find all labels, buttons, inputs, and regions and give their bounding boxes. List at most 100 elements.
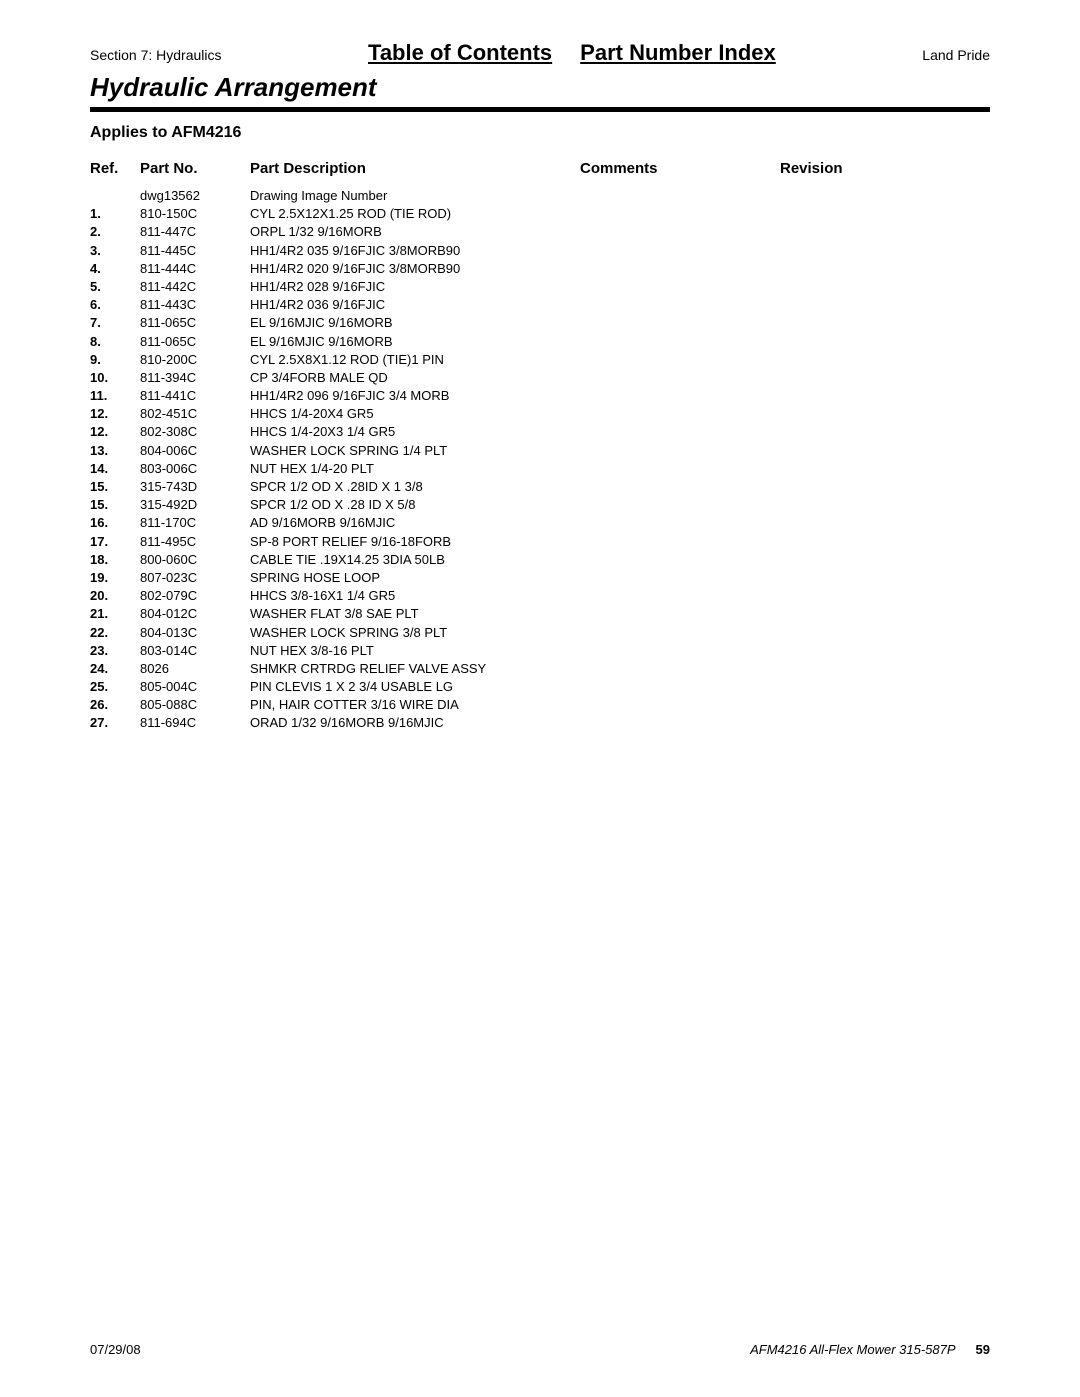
cell-desc: SHMKR CRTRDG RELIEF VALVE ASSY — [250, 660, 580, 678]
table-row: 23.803-014CNUT HEX 3/8-16 PLT — [90, 642, 990, 660]
col-ref: Ref. — [90, 160, 140, 177]
cell-rev — [780, 296, 900, 314]
cell-comm — [580, 624, 780, 642]
cell-ref: 18. — [90, 551, 140, 569]
cell-ref: 25. — [90, 678, 140, 696]
cell-part: 811-441C — [140, 387, 250, 405]
cell-ref: 2. — [90, 223, 140, 241]
table-row: 5.811-442CHH1/4R2 028 9/16FJIC — [90, 278, 990, 296]
pni-link[interactable]: Part Number Index — [580, 40, 776, 66]
parts-table-body: dwg13562Drawing Image Number1.810-150CCY… — [90, 187, 990, 733]
cell-rev — [780, 333, 900, 351]
cell-desc: EL 9/16MJIC 9/16MORB — [250, 333, 580, 351]
header-row: Section 7: Hydraulics Table of Contents … — [90, 40, 990, 66]
cell-comm — [580, 314, 780, 332]
cell-desc: SPCR 1/2 OD X .28ID X 1 3/8 — [250, 478, 580, 496]
table-row: 4.811-444CHH1/4R2 020 9/16FJIC 3/8MORB90 — [90, 260, 990, 278]
cell-comm — [580, 678, 780, 696]
table-row: 27.811-694CORAD 1/32 9/16MORB 9/16MJIC — [90, 714, 990, 732]
cell-desc: AD 9/16MORB 9/16MJIC — [250, 514, 580, 532]
cell-desc: WASHER FLAT 3/8 SAE PLT — [250, 605, 580, 623]
col-rev: Revision — [780, 160, 900, 177]
cell-ref: 13. — [90, 442, 140, 460]
cell-ref: 14. — [90, 460, 140, 478]
cell-desc: Drawing Image Number — [250, 187, 580, 205]
cell-ref: 26. — [90, 696, 140, 714]
cell-desc: PIN CLEVIS 1 X 2 3/4 USABLE LG — [250, 678, 580, 696]
table-row: 7.811-065CEL 9/16MJIC 9/16MORB — [90, 314, 990, 332]
cell-comm — [580, 696, 780, 714]
cell-rev — [780, 624, 900, 642]
table-row: 9.810-200CCYL 2.5X8X1.12 ROD (TIE)1 PIN — [90, 351, 990, 369]
cell-comm — [580, 551, 780, 569]
cell-comm — [580, 642, 780, 660]
table-row: 12.802-451CHHCS 1/4-20X4 GR5 — [90, 405, 990, 423]
cell-rev — [780, 496, 900, 514]
cell-part: 811-394C — [140, 369, 250, 387]
cell-part: 805-088C — [140, 696, 250, 714]
cell-desc: PIN, HAIR COTTER 3/16 WIRE DIA — [250, 696, 580, 714]
cell-desc: SP-8 PORT RELIEF 9/16-18FORB — [250, 533, 580, 551]
cell-part: 811-447C — [140, 223, 250, 241]
cell-rev — [780, 478, 900, 496]
cell-desc: SPRING HOSE LOOP — [250, 569, 580, 587]
cell-ref: 9. — [90, 351, 140, 369]
cell-desc: CYL 2.5X8X1.12 ROD (TIE)1 PIN — [250, 351, 580, 369]
cell-comm — [580, 423, 780, 441]
cell-desc: HH1/4R2 096 9/16FJIC 3/4 MORB — [250, 387, 580, 405]
cell-part: 802-308C — [140, 423, 250, 441]
table-row: 8.811-065CEL 9/16MJIC 9/16MORB — [90, 333, 990, 351]
section-label: Section 7: Hydraulics — [90, 47, 222, 63]
cell-desc: WASHER LOCK SPRING 1/4 PLT — [250, 442, 580, 460]
cell-desc: HHCS 1/4-20X4 GR5 — [250, 405, 580, 423]
cell-part: 802-451C — [140, 405, 250, 423]
cell-rev — [780, 660, 900, 678]
cell-desc: EL 9/16MJIC 9/16MORB — [250, 314, 580, 332]
cell-rev — [780, 714, 900, 732]
cell-ref: 23. — [90, 642, 140, 660]
header-links: Table of Contents Part Number Index — [368, 40, 776, 66]
table-row: 1.810-150CCYL 2.5X12X1.25 ROD (TIE ROD) — [90, 205, 990, 223]
cell-ref: 12. — [90, 405, 140, 423]
cell-rev — [780, 551, 900, 569]
col-part: Part No. — [140, 160, 250, 177]
cell-part: 804-012C — [140, 605, 250, 623]
cell-comm — [580, 278, 780, 296]
cell-comm — [580, 714, 780, 732]
table-row: 3.811-445CHH1/4R2 035 9/16FJIC 3/8MORB90 — [90, 242, 990, 260]
table-row: 18.800-060CCABLE TIE .19X14.25 3DIA 50LB — [90, 551, 990, 569]
cell-rev — [780, 423, 900, 441]
cell-comm — [580, 369, 780, 387]
cell-part: 811-443C — [140, 296, 250, 314]
cell-ref: 27. — [90, 714, 140, 732]
cell-ref — [90, 187, 140, 205]
cell-comm — [580, 496, 780, 514]
table-row: 22.804-013CWASHER LOCK SPRING 3/8 PLT — [90, 624, 990, 642]
cell-ref: 11. — [90, 387, 140, 405]
cell-comm — [580, 351, 780, 369]
cell-rev — [780, 278, 900, 296]
cell-ref: 19. — [90, 569, 140, 587]
cell-comm — [580, 460, 780, 478]
cell-ref: 12. — [90, 423, 140, 441]
cell-rev — [780, 405, 900, 423]
table-row: 25.805-004CPIN CLEVIS 1 X 2 3/4 USABLE L… — [90, 678, 990, 696]
cell-rev — [780, 460, 900, 478]
cell-ref: 15. — [90, 496, 140, 514]
cell-part: 811-065C — [140, 333, 250, 351]
cell-desc: SPCR 1/2 OD X .28 ID X 5/8 — [250, 496, 580, 514]
cell-desc: CABLE TIE .19X14.25 3DIA 50LB — [250, 551, 580, 569]
toc-link[interactable]: Table of Contents — [368, 40, 552, 66]
cell-ref: 5. — [90, 278, 140, 296]
cell-rev — [780, 569, 900, 587]
cell-desc: HHCS 3/8-16X1 1/4 GR5 — [250, 587, 580, 605]
cell-part: 811-495C — [140, 533, 250, 551]
table-row: dwg13562Drawing Image Number — [90, 187, 990, 205]
cell-ref: 16. — [90, 514, 140, 532]
applies-to: Applies to AFM4216 — [90, 124, 990, 142]
page-title: Hydraulic Arrangement — [90, 72, 990, 103]
table-row: 19.807-023CSPRING HOSE LOOP — [90, 569, 990, 587]
cell-comm — [580, 514, 780, 532]
footer-model: AFM4216 All-Flex Mower 315-587P — [750, 1342, 955, 1357]
table-row: 16.811-170CAD 9/16MORB 9/16MJIC — [90, 514, 990, 532]
